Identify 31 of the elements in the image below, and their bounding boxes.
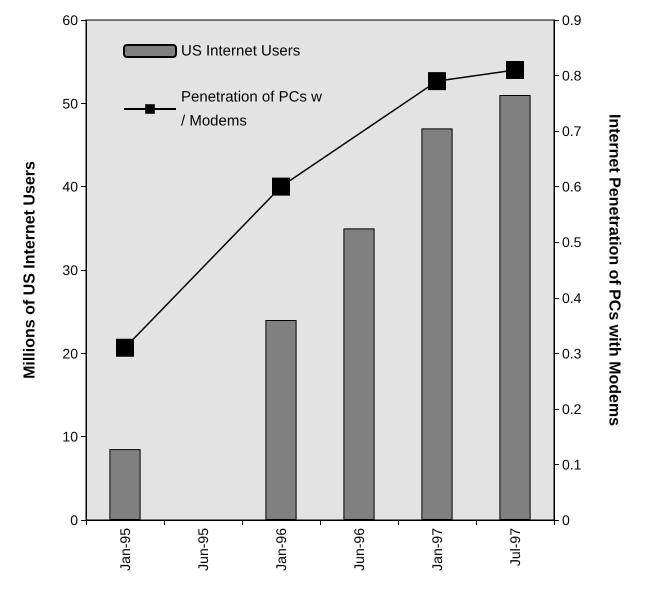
- y-tick-label: 0: [70, 512, 78, 528]
- y-tick-label: 40: [62, 178, 78, 195]
- y2-tick-label: 0: [562, 512, 570, 528]
- y2-axis-title: Internet Penetration of PCs with Modems: [606, 114, 622, 426]
- legend-label: Penetration of PCs w/ Modems: [181, 88, 322, 130]
- x-tick-label: Jun-95: [195, 528, 211, 571]
- y2-tick-label: 0.1: [562, 456, 582, 472]
- legend-label: US Internet Users: [181, 42, 300, 60]
- y-tick-label: 20: [62, 345, 78, 362]
- point: [428, 72, 446, 90]
- y2-tick-label: 0.8: [562, 68, 582, 84]
- x-tick-label: Jan-95: [117, 528, 133, 571]
- y2-tick-label: 0.7: [562, 123, 582, 140]
- y2-tick-label: 0.9: [562, 12, 582, 28]
- point: [272, 178, 290, 196]
- y-tick-label: 60: [62, 12, 78, 28]
- y2-tick-label: 0.5: [562, 234, 582, 250]
- point: [506, 61, 524, 79]
- y-axis-title: Millions of US Internet Users: [22, 160, 38, 379]
- y2-tick-label: 0.6: [562, 178, 582, 195]
- y-tick-label: 50: [62, 95, 78, 112]
- y2-tick-label: 0.3: [562, 345, 582, 362]
- x-tick-label: Jun-96: [351, 528, 367, 571]
- y2-tick-label: 0.4: [562, 290, 582, 306]
- x-tick-label: Jan-97: [429, 528, 445, 571]
- y-tick-label: 30: [62, 262, 78, 278]
- y2-tick-label: 0.2: [562, 400, 582, 417]
- x-tick-label: Jul-97: [507, 528, 523, 566]
- y-tick-label: 10: [62, 428, 78, 445]
- x-tick-label: Jan-96: [273, 528, 289, 571]
- point: [116, 338, 134, 357]
